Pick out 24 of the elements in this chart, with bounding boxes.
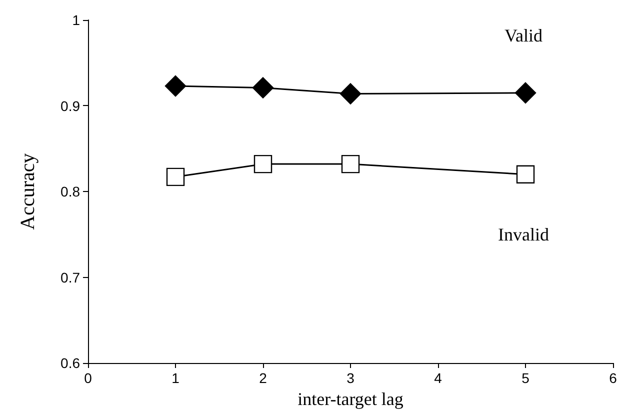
x-axis-title: inter-target lag [298, 388, 404, 409]
point [341, 154, 360, 174]
point [254, 154, 272, 174]
x-tick-label: 5 [522, 370, 530, 386]
text: Valid [504, 25, 542, 46]
y-tick-label: 0.8 [60, 184, 80, 200]
point [514, 82, 536, 104]
y-axis-title: Accuracy [17, 153, 39, 230]
x-tick-label: 2 [259, 370, 268, 386]
x-tick-label: 3 [346, 370, 355, 386]
x-tick-label: 6 [609, 370, 618, 386]
y-tick-label: 1 [72, 12, 80, 28]
point [516, 165, 535, 184]
point [166, 168, 185, 186]
point [340, 83, 362, 104]
y-tick-label: 0.9 [60, 98, 80, 114]
point [252, 77, 274, 98]
text: Invalid [498, 224, 549, 244]
y-tick-label: 0.6 [60, 355, 80, 371]
y-tick-label: 0.7 [60, 269, 80, 286]
x-tick-label: 4 [434, 370, 442, 386]
point [164, 75, 186, 97]
x-tick-label: 0 [84, 370, 92, 386]
x-tick-label: 1 [172, 370, 180, 386]
